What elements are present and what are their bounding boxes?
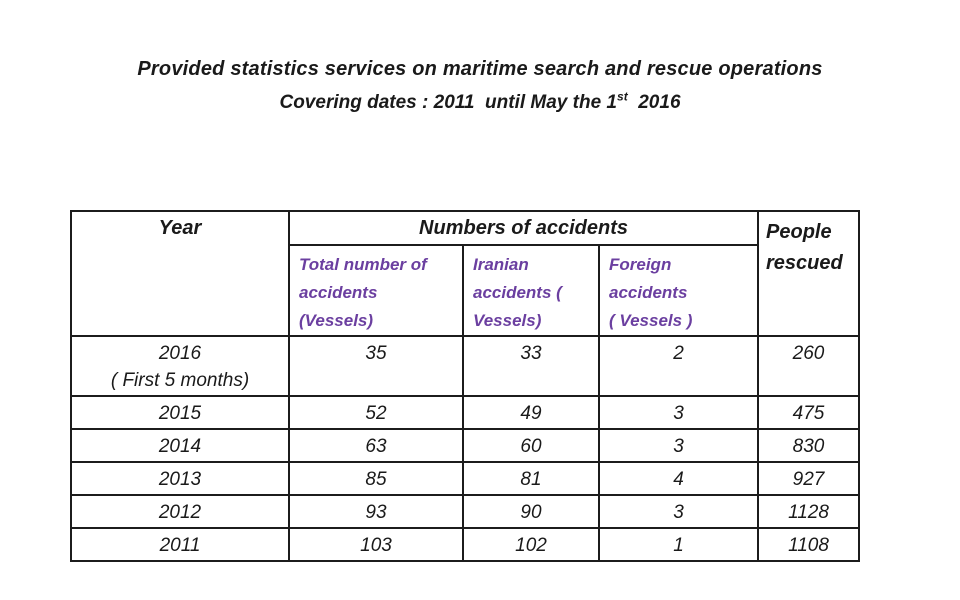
table-row: 2016 ( First 5 months) 35 33 2 260	[70, 335, 861, 397]
foreign-accidents-cell: 3	[597, 395, 760, 430]
table-row: 2013 85 81 4 927	[70, 461, 861, 496]
title-line-2-prefix: Covering dates : 2011 until May the 1	[279, 92, 618, 113]
total-accidents-cell: 93	[288, 494, 464, 529]
people-rescued-cell: 1108	[757, 527, 861, 562]
iranian-accidents-cell: 60	[462, 428, 600, 463]
year-cell: 2012	[70, 494, 290, 529]
year-cell: 2014	[70, 428, 290, 463]
year-cell: 2011	[70, 527, 290, 562]
total-accidents-cell: 85	[288, 461, 464, 496]
people-rescued-cell: 927	[757, 461, 861, 496]
foreign-accidents-cell: 3	[597, 494, 760, 529]
total-accidents-cell: 35	[288, 335, 464, 397]
table-row: 2012 93 90 3 1128	[70, 494, 861, 529]
column-header-foreign-accidents: Foreign accidents ( Vessels )	[597, 244, 760, 337]
column-header-year: Year	[70, 210, 290, 337]
table-row: 2011 103 102 1 1108	[70, 527, 861, 562]
year-cell: 2016 ( First 5 months)	[70, 335, 290, 397]
people-rescued-cell: 830	[757, 428, 861, 463]
table-header: Year Numbers of accidents People rescued…	[70, 210, 861, 337]
iranian-accidents-cell: 33	[462, 335, 600, 397]
title-line-2-suffix: 2016	[627, 92, 681, 113]
table-body: 2016 ( First 5 months) 35 33 2 260 2015 52 49 3 4…	[70, 335, 861, 562]
people-rescued-cell: 260	[757, 335, 861, 397]
people-rescued-cell: 475	[757, 395, 861, 430]
title-ordinal-superscript: st	[617, 89, 628, 104]
iranian-accidents-cell: 49	[462, 395, 600, 430]
column-header-total-accidents: Total number of accidents (Vessels)	[288, 244, 464, 337]
column-header-iranian-accidents: Iranian accidents ( Vessels)	[462, 244, 600, 337]
foreign-accidents-cell: 1	[597, 527, 760, 562]
statistics-table: Year Numbers of accidents People rescued…	[70, 210, 861, 562]
header-row-sub: Total number of accidents (Vessels) Iran…	[71, 244, 859, 337]
iranian-accidents-cell: 90	[462, 494, 600, 529]
table-row: 2014 63 60 3 830	[70, 428, 861, 463]
column-header-people-rescued: People rescued	[757, 210, 861, 337]
total-accidents-cell: 52	[288, 395, 464, 430]
year-cell: 2015	[70, 395, 290, 430]
foreign-accidents-cell: 4	[597, 461, 760, 496]
iranian-accidents-cell: 102	[462, 527, 600, 562]
foreign-accidents-cell: 3	[597, 428, 760, 463]
title-line-2: Covering dates : 2011 until May the 1st …	[0, 89, 960, 114]
table-row: 2015 52 49 3 475	[70, 395, 861, 430]
column-header-accidents-group: Numbers of accidents	[287, 210, 760, 246]
foreign-accidents-cell: 2	[597, 335, 760, 397]
document-title: Provided statistics services on maritime…	[0, 58, 960, 114]
year-cell: 2013	[70, 461, 290, 496]
iranian-accidents-cell: 81	[462, 461, 600, 496]
total-accidents-cell: 103	[288, 527, 464, 562]
header-row-group: Year Numbers of accidents People rescued	[70, 210, 861, 337]
total-accidents-cell: 63	[288, 428, 464, 463]
title-line-1: Provided statistics services on maritime…	[137, 58, 823, 80]
people-rescued-cell: 1128	[757, 494, 861, 529]
